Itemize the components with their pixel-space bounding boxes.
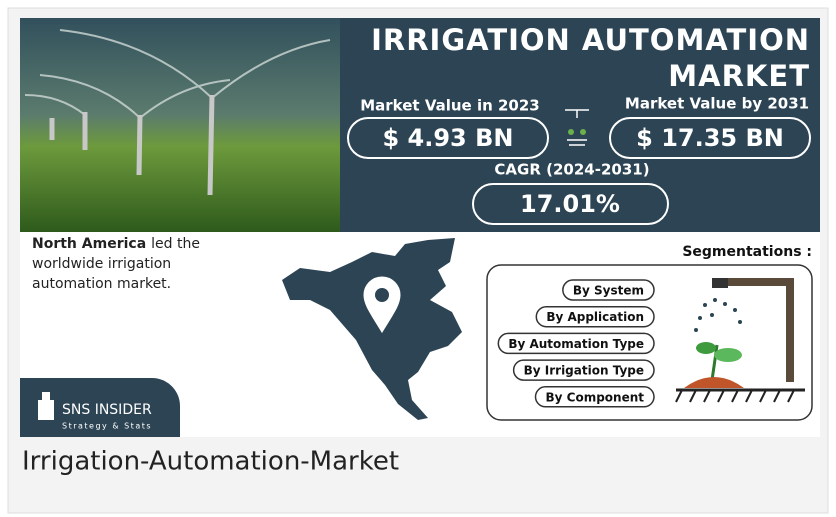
segmentations-heading: Segmentations : (682, 244, 812, 260)
stat-label: Market Value by 2031 (625, 95, 809, 113)
logo-tagline: Strategy & Stats (62, 422, 152, 431)
logo-name: SNS INSIDER (62, 402, 152, 418)
logo: SNS INSIDER Strategy & Stats (20, 378, 180, 437)
page: {"image": { "title_lines": ["IRRIGATION … (0, 0, 836, 517)
region-text: worldwide irrigation (32, 256, 171, 272)
segment-label: By Application (546, 310, 644, 324)
stat-value: $ 4.93 BN (382, 124, 513, 152)
field-photo (20, 18, 340, 232)
stat-value: $ 17.35 BN (636, 124, 784, 152)
region-text: led the (151, 236, 200, 252)
region-name: North America (32, 236, 146, 252)
segment-label: By Irrigation Type (524, 364, 644, 378)
caption: Irrigation-Automation-Market (22, 447, 399, 477)
screenshot: IRRIGATION AUTOMATION MARKET Market Valu… (0, 0, 836, 517)
region-note: North America led the (32, 236, 200, 252)
title: MARKET (668, 59, 810, 93)
segment-label: By Automation Type (508, 337, 644, 351)
segment-label: By Component (546, 390, 645, 404)
region-text: automation market. (32, 276, 171, 292)
stat-label: CAGR (2024-2031) (494, 161, 649, 179)
segment-label: By System (573, 284, 644, 298)
stat-label: Market Value in 2023 (360, 97, 540, 115)
stat-value: 17.01% (520, 190, 620, 218)
title: IRRIGATION AUTOMATION (371, 23, 810, 57)
